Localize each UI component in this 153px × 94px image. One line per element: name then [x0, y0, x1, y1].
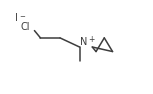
Text: N: N: [80, 37, 88, 47]
Text: +: +: [88, 35, 94, 44]
Text: Cl: Cl: [21, 22, 30, 32]
Text: −: −: [19, 14, 25, 20]
Text: I: I: [15, 13, 18, 23]
